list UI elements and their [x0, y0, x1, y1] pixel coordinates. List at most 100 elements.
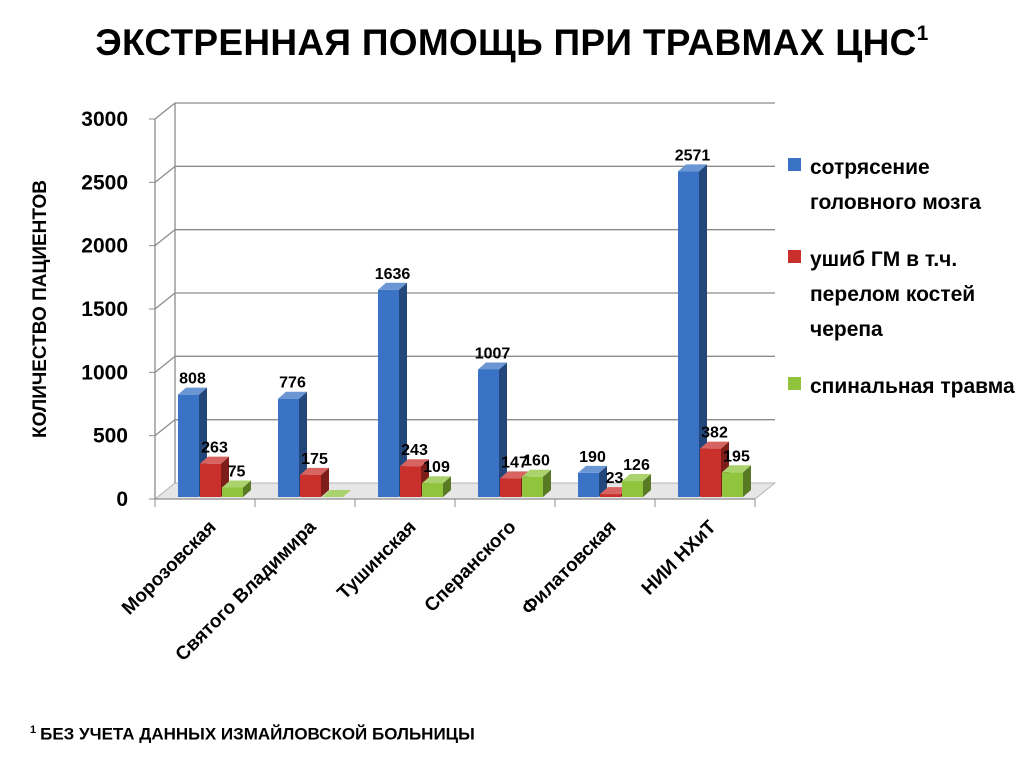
gridline-side	[154, 229, 176, 247]
bar-top	[622, 474, 651, 482]
bar	[678, 164, 707, 497]
bar-side	[643, 474, 651, 497]
bar	[322, 490, 351, 497]
x-category-label: Морозовская	[118, 517, 220, 619]
bar-top	[322, 490, 351, 497]
data-label: 23	[606, 470, 624, 487]
data-label: 195	[723, 448, 750, 465]
legend-item: спинальная травма	[788, 369, 1018, 404]
gridline-side	[154, 419, 176, 437]
bar-front	[178, 394, 199, 497]
legend-item: сотрясение головного мозга	[788, 150, 1018, 220]
legend: сотрясение головного мозга ушиб ГМ в т.ч.…	[788, 150, 1018, 426]
bar	[522, 469, 551, 497]
bar-front	[300, 474, 321, 497]
legend-item: ушиб ГМ в т.ч. перелом костей черепа	[788, 242, 1018, 347]
legend-swatch	[788, 158, 801, 171]
bar-side	[499, 362, 507, 497]
data-label: 175	[301, 451, 328, 468]
bar-top	[678, 164, 707, 172]
data-label: 776	[279, 375, 306, 392]
data-label: 190	[579, 449, 606, 466]
x-category-label: НИИ НХиТ	[638, 516, 721, 599]
bar-top	[500, 471, 529, 479]
title-text: ЭКСТРЕННАЯ ПОМОЩЬ ПРИ ТРАВМАХ ЦНС	[95, 22, 917, 63]
data-label: 160	[523, 453, 550, 470]
data-label: 1007	[475, 345, 511, 362]
bar-front	[700, 448, 721, 497]
bar-top	[178, 387, 207, 395]
x-category-label: Сперанского	[421, 517, 521, 617]
bar-front	[678, 171, 699, 497]
bar-front	[222, 487, 243, 497]
gridline-side	[154, 102, 176, 120]
bar-side	[399, 282, 407, 497]
y-tick-label: 1000	[81, 361, 128, 384]
bar-front	[522, 476, 543, 497]
data-label: 2571	[675, 147, 711, 164]
footnote: 1 БЕЗ УЧЕТА ДАННЫХ ИЗМАЙЛОВСКОЙ БОЛЬНИЦЫ	[30, 724, 475, 745]
legend-label: сотрясение головного мозга	[810, 156, 981, 214]
data-label: 263	[201, 440, 228, 457]
legend-swatch	[788, 250, 801, 263]
bar-top	[278, 391, 307, 399]
y-axis-label: КОЛИЧЕСТВО ПАЦИЕНТОВ	[30, 180, 51, 438]
bar-top	[700, 441, 729, 449]
bar-top	[422, 476, 451, 484]
bar	[578, 465, 607, 497]
data-label: 382	[701, 425, 728, 442]
bar-side	[443, 476, 451, 497]
data-label: 1636	[375, 266, 411, 283]
bar-front	[622, 481, 643, 497]
bar-top	[378, 282, 407, 290]
bar-front	[400, 466, 421, 497]
data-label: 147	[501, 454, 528, 471]
bar-front	[422, 483, 443, 497]
bar	[478, 362, 507, 497]
legend-swatch	[788, 377, 801, 390]
bar-top	[200, 456, 229, 464]
data-label: 243	[401, 442, 428, 459]
bar-side	[243, 480, 251, 497]
legend-label: спинальная травма	[810, 375, 1015, 398]
bar-front	[578, 472, 599, 497]
bar	[722, 465, 751, 497]
bar-side	[699, 164, 707, 497]
bar-front	[600, 494, 621, 497]
bar-top	[578, 465, 607, 473]
bar-front	[200, 463, 221, 497]
bar-top	[522, 469, 551, 477]
y-tick-label: 500	[93, 425, 128, 448]
bar-top	[478, 362, 507, 370]
bar-front	[478, 369, 499, 497]
title-footnote-mark: 1	[916, 21, 929, 45]
bar-front	[500, 478, 521, 497]
bar	[222, 480, 251, 497]
footnote-mark: 1	[30, 724, 37, 736]
bar	[422, 476, 451, 497]
bar-top	[300, 467, 329, 475]
bar-front	[722, 472, 743, 497]
x-category-label: Тушинская	[333, 517, 420, 604]
x-category-label: Филатовская	[518, 517, 621, 620]
y-tick-label: 2000	[81, 235, 128, 258]
legend-label: ушиб ГМ в т.ч. перелом костей черепа	[810, 248, 976, 341]
footnote-text: БЕЗ УЧЕТА ДАННЫХ ИЗМАЙЛОВСКОЙ БОЛЬНИЦЫ	[40, 724, 475, 744]
bar-side	[543, 469, 551, 497]
gridline-side	[154, 292, 176, 310]
y-tick-label: 2500	[81, 171, 128, 194]
y-tick-label: 1500	[81, 298, 128, 321]
bar-top	[722, 465, 751, 473]
bar-front	[278, 398, 299, 497]
data-label: 75	[228, 464, 246, 481]
chart-title: ЭКСТРЕННАЯ ПОМОЩЬ ПРИ ТРАВМАХ ЦНС1	[0, 22, 1024, 64]
gridline-side	[154, 355, 176, 373]
bar	[378, 282, 407, 497]
bar-side	[599, 465, 607, 497]
bar-top	[600, 487, 629, 495]
gridline-side	[154, 165, 176, 183]
bar	[622, 474, 651, 497]
bar-side	[321, 467, 329, 497]
bar-side	[743, 465, 751, 497]
